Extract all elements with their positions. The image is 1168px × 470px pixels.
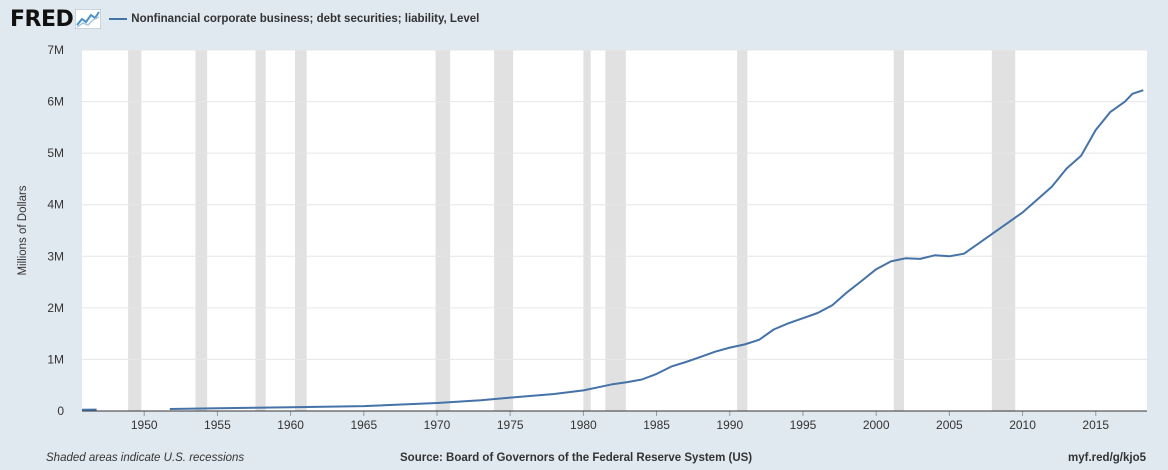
recession-band [255,50,266,411]
x-tick-label: 1955 [204,418,231,432]
chart-line-icon [75,9,102,29]
y-tick-label: 3M [47,249,64,263]
x-tick-label: 1980 [570,418,597,432]
recession-band [737,50,748,411]
recession-band [128,50,142,411]
legend-swatch [109,18,128,20]
x-tick-label: 1950 [131,418,158,432]
x-tick-label: 1975 [497,418,524,432]
recession-band [893,50,904,411]
recession-note: Shaded areas indicate U.S. recessions [46,452,245,464]
x-tick-label: 2000 [863,418,890,432]
source-text: Source: Board of Governors of the Federa… [400,452,753,464]
x-tick-label: 1970 [424,418,451,432]
legend-label[interactable]: Nonfinancial corporate business; debt se… [131,13,480,25]
y-tick-label: 0 [57,404,64,418]
x-tick-label: 2010 [1009,418,1036,432]
y-tick-label: 2M [47,301,64,315]
x-tick-label: 1995 [790,418,817,432]
short-url-link[interactable]: myf.red/g/kjo5 [1068,452,1146,464]
header: FRED Nonfinancial corporate business; de… [10,6,479,32]
recession-band [435,50,451,411]
series-line [169,89,1144,410]
recession-band [195,50,208,411]
recession-band [583,50,591,411]
x-tick-label: 1985 [643,418,670,432]
recession-band [494,50,514,411]
x-tick-label: 1960 [277,418,304,432]
y-tick-label: 1M [47,352,64,366]
recession-band [295,50,307,411]
fred-logo[interactable]: FRED [10,6,74,32]
x-tick-label: 1965 [350,418,377,432]
x-tick-label: 2015 [1082,418,1109,432]
recession-band [991,50,1016,411]
y-tick-label: 5M [47,146,64,160]
y-tick-label: 6M [47,95,64,109]
y-axis-label: Millions of Dollars [17,185,29,275]
recession-band [605,50,626,411]
y-tick-label: 7M [47,43,64,57]
x-tick-label: 1990 [716,418,743,432]
x-tick-label: 2005 [936,418,963,432]
y-tick-label: 4M [47,198,64,212]
